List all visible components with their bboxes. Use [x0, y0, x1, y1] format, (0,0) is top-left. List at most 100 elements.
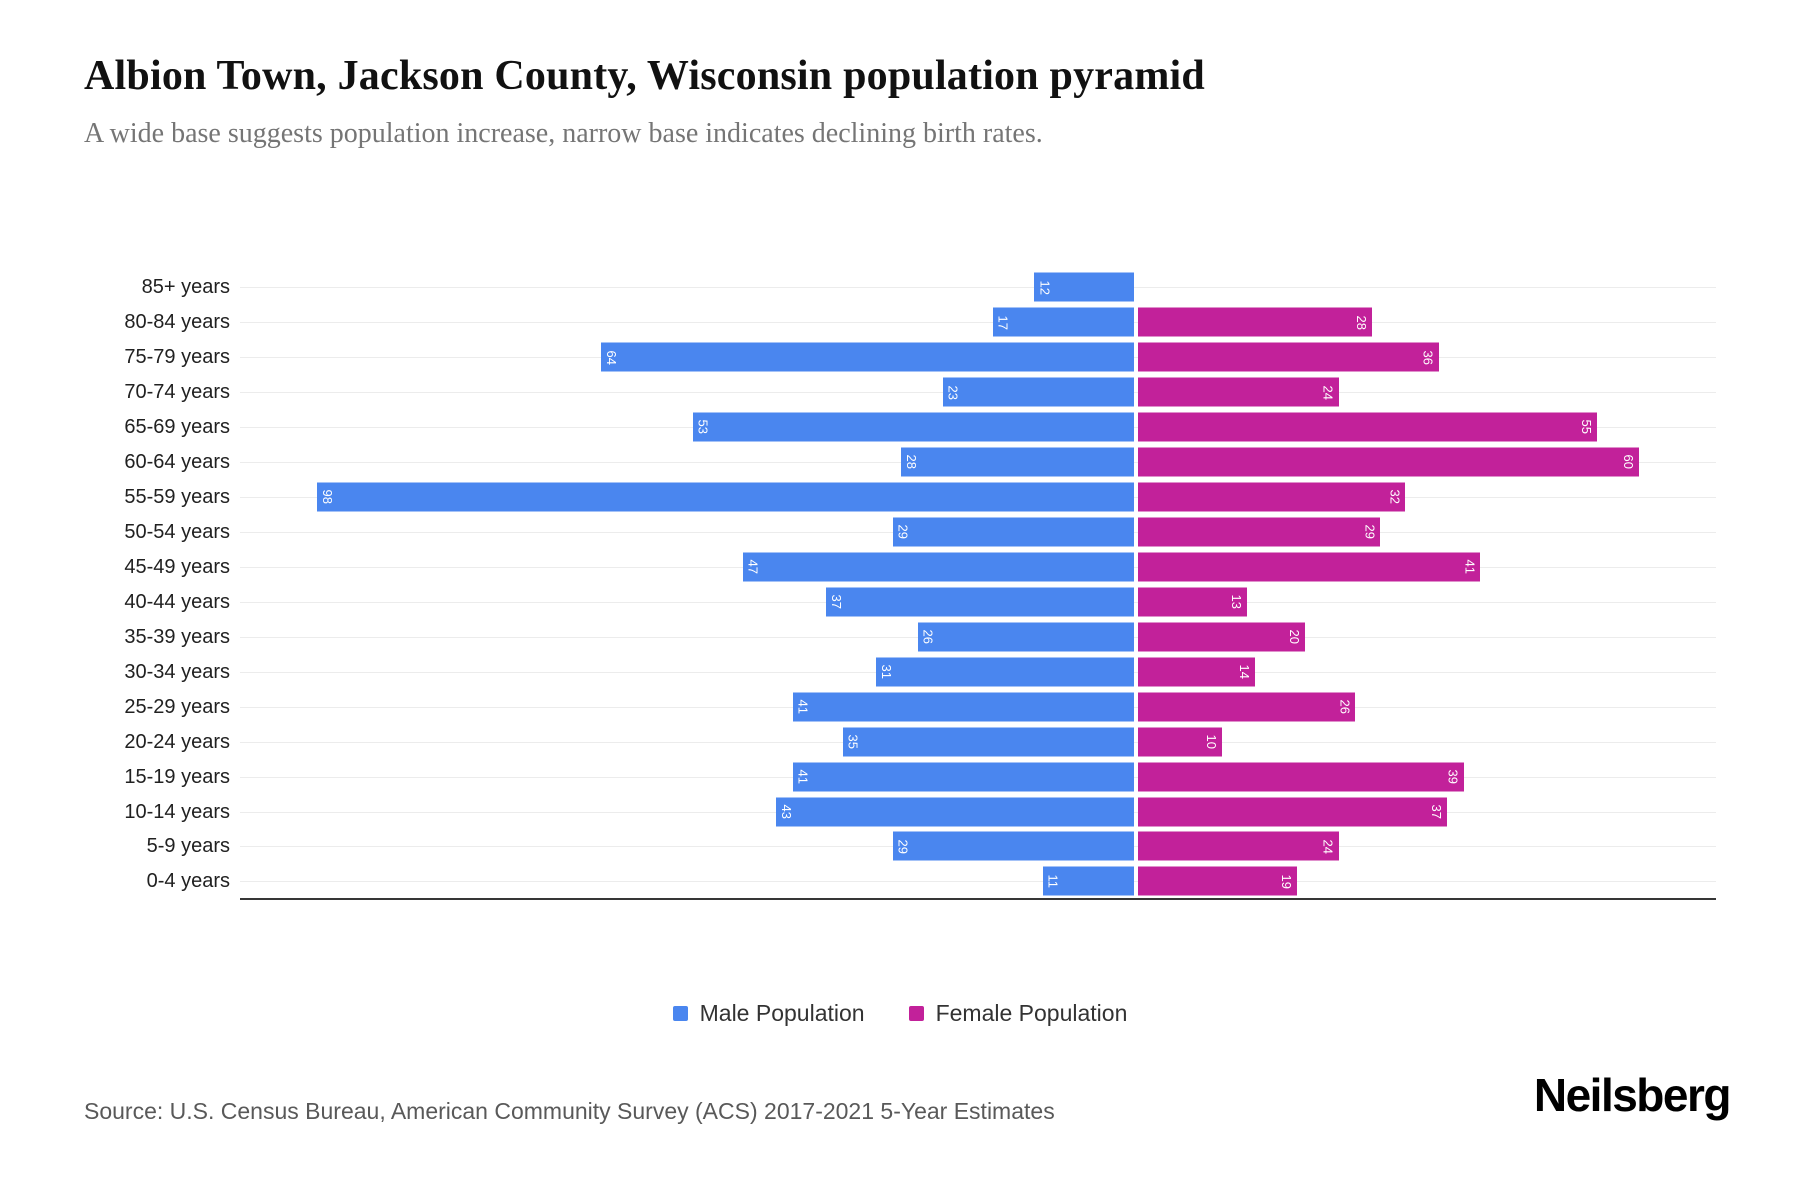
age-group-label: 15-19 years [124, 765, 230, 788]
female-bar[interactable]: 20 [1138, 622, 1306, 652]
pyramid-row: 45-49 years 47 41 [70, 550, 1716, 585]
row-track: 23 24 [240, 375, 1716, 410]
pyramid-row: 60-64 years 28 60 [70, 445, 1716, 480]
female-bar[interactable]: 14 [1138, 657, 1256, 687]
female-bar[interactable]: 37 [1138, 797, 1447, 827]
female-bar-value: 19 [1278, 874, 1294, 889]
male-bar[interactable]: 29 [892, 517, 1135, 547]
age-group-label: 80-84 years [124, 311, 230, 334]
male-bar[interactable]: 23 [942, 377, 1135, 407]
male-bar[interactable]: 41 [792, 692, 1135, 722]
pyramid-row: 65-69 years 53 55 [70, 410, 1716, 445]
pyramid-row: 85+ years 12 [70, 270, 1716, 305]
legend-label-female: Female Population [935, 1000, 1128, 1026]
age-group-label: 5-9 years [146, 835, 230, 858]
legend-item-female[interactable]: Female Population [908, 1000, 1128, 1027]
row-track: 53 55 [240, 410, 1716, 445]
pyramid-row: 30-34 years 31 14 [70, 654, 1716, 689]
female-bar[interactable]: 24 [1138, 831, 1339, 861]
age-group-label: 25-29 years [124, 695, 230, 718]
pyramid-row: 15-19 years 41 39 [70, 759, 1716, 794]
age-group-label: 60-64 years [124, 451, 230, 474]
male-bar[interactable]: 28 [900, 447, 1135, 477]
male-bar[interactable]: 29 [892, 831, 1135, 861]
pyramid-row: 35-39 years 26 20 [70, 619, 1716, 654]
male-bar[interactable]: 53 [692, 412, 1135, 442]
male-bar-value: 53 [695, 419, 711, 435]
female-bar-value: 29 [1362, 524, 1378, 540]
male-bar-value: 12 [1037, 280, 1053, 295]
male-bar[interactable]: 37 [825, 587, 1135, 617]
female-bar[interactable]: 10 [1138, 727, 1222, 757]
female-bar[interactable]: 28 [1138, 307, 1372, 337]
gridline [240, 287, 1716, 289]
female-bar-value: 10 [1203, 734, 1219, 749]
male-bar[interactable]: 47 [742, 552, 1135, 582]
female-bar[interactable]: 13 [1138, 587, 1247, 617]
x-axis-line [240, 898, 1716, 900]
male-bar-value: 29 [895, 524, 911, 540]
female-bar-value: 55 [1579, 419, 1595, 435]
female-bar[interactable]: 55 [1138, 412, 1598, 442]
male-bar[interactable]: 11 [1042, 866, 1135, 896]
female-bar[interactable]: 32 [1138, 482, 1406, 512]
female-bar[interactable]: 29 [1138, 517, 1381, 547]
male-bar[interactable]: 98 [317, 482, 1135, 512]
age-group-label: 20-24 years [124, 730, 230, 753]
row-track: 31 14 [240, 654, 1716, 689]
age-group-label: 0-4 years [146, 870, 230, 893]
female-bar[interactable]: 60 [1138, 447, 1639, 477]
age-group-label: 35-39 years [124, 625, 230, 648]
male-bar-value: 43 [778, 804, 794, 819]
male-bar[interactable]: 64 [600, 342, 1135, 372]
male-bar-value: 29 [895, 839, 911, 854]
male-bar-value: 47 [745, 559, 761, 575]
male-bar[interactable]: 43 [775, 797, 1135, 827]
female-bar[interactable]: 26 [1138, 692, 1356, 722]
female-bar[interactable]: 36 [1138, 342, 1439, 372]
pyramid-row: 0-4 years 11 19 [70, 864, 1716, 899]
pyramid-row: 75-79 years 64 36 [70, 340, 1716, 375]
chart-title: Albion Town, Jackson County, Wisconsin p… [84, 53, 1205, 99]
row-track: 98 32 [240, 480, 1716, 515]
male-bar-value: 17 [995, 315, 1011, 330]
male-bar[interactable]: 41 [792, 762, 1135, 792]
pyramid-row: 10-14 years 43 37 [70, 794, 1716, 829]
source-text: Source: U.S. Census Bureau, American Com… [84, 1098, 1055, 1124]
pyramid-row: 80-84 years 17 28 [70, 305, 1716, 340]
male-bar[interactable]: 31 [875, 657, 1135, 687]
chart-subtitle: A wide base suggests population increase… [84, 118, 1043, 149]
female-bar-value: 20 [1287, 629, 1303, 645]
age-group-label: 40-44 years [124, 590, 230, 613]
female-bar-value: 26 [1337, 699, 1353, 714]
male-bar-value: 98 [320, 489, 336, 505]
female-bar[interactable]: 41 [1138, 552, 1481, 582]
age-group-label: 85+ years [141, 276, 230, 299]
pyramid-row: 25-29 years 41 26 [70, 689, 1716, 724]
brand-logo[interactable]: Neilsberg [1533, 1069, 1732, 1121]
female-bar-value: 41 [1462, 559, 1478, 575]
row-track: 12 [240, 270, 1716, 305]
male-bar[interactable]: 35 [842, 727, 1135, 757]
female-bar-value: 37 [1428, 804, 1444, 819]
male-bar-value: 37 [828, 594, 844, 610]
female-bar-value: 24 [1320, 385, 1336, 400]
female-bar-value: 24 [1320, 839, 1336, 854]
legend-item-male[interactable]: Male Population [672, 1000, 865, 1027]
pyramid-row: 55-59 years 98 32 [70, 480, 1716, 515]
male-bar[interactable]: 12 [1034, 272, 1135, 302]
female-bar[interactable]: 24 [1138, 377, 1339, 407]
female-bar-value: 36 [1420, 350, 1436, 365]
female-bar-value: 28 [1353, 315, 1369, 330]
row-track: 29 24 [240, 829, 1716, 864]
male-bar[interactable]: 17 [992, 307, 1135, 337]
male-swatch-icon [672, 1006, 688, 1021]
row-track: 43 37 [240, 794, 1716, 829]
female-bar-value: 14 [1237, 664, 1253, 680]
male-bar-value: 64 [603, 350, 619, 365]
female-bar[interactable]: 19 [1138, 866, 1297, 896]
male-bar[interactable]: 26 [917, 622, 1135, 652]
female-bar[interactable]: 39 [1138, 762, 1464, 792]
pyramid-row: 20-24 years 35 10 [70, 724, 1716, 759]
